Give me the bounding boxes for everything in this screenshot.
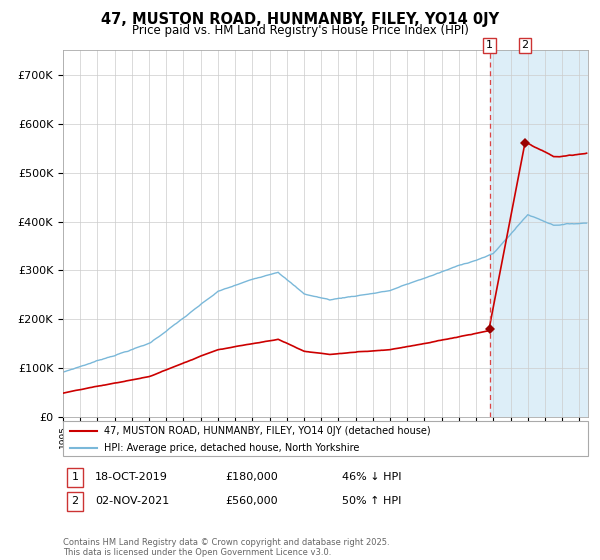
Text: 2: 2 (521, 40, 529, 50)
Text: 47, MUSTON ROAD, HUNMANBY, FILEY, YO14 0JY: 47, MUSTON ROAD, HUNMANBY, FILEY, YO14 0… (101, 12, 499, 27)
Text: HPI: Average price, detached house, North Yorkshire: HPI: Average price, detached house, Nort… (104, 442, 360, 452)
Text: Price paid vs. HM Land Registry's House Price Index (HPI): Price paid vs. HM Land Registry's House … (131, 24, 469, 36)
Text: £560,000: £560,000 (225, 496, 278, 506)
Text: 1: 1 (71, 472, 79, 482)
Text: 1: 1 (486, 40, 493, 50)
Bar (490, 50, 588, 417)
Text: 18-OCT-2019: 18-OCT-2019 (95, 472, 167, 482)
Text: 02-NOV-2021: 02-NOV-2021 (95, 496, 169, 506)
Text: 46% ↓ HPI: 46% ↓ HPI (342, 472, 401, 482)
Text: 2: 2 (71, 496, 79, 506)
Text: £180,000: £180,000 (225, 472, 278, 482)
Text: 50% ↑ HPI: 50% ↑ HPI (342, 496, 401, 506)
Text: 47, MUSTON ROAD, HUNMANBY, FILEY, YO14 0JY (detached house): 47, MUSTON ROAD, HUNMANBY, FILEY, YO14 0… (104, 426, 431, 436)
Text: Contains HM Land Registry data © Crown copyright and database right 2025.
This d: Contains HM Land Registry data © Crown c… (63, 538, 389, 557)
